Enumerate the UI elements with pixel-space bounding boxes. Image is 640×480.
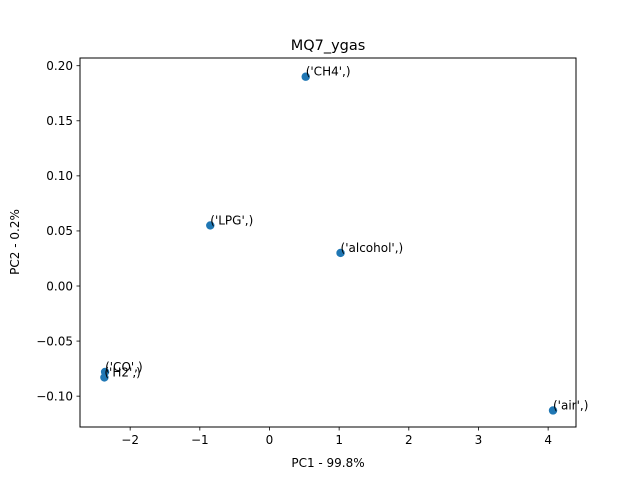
x-tick-label: 0 (266, 433, 274, 447)
data-point-label: ('alcohol',) (341, 241, 404, 255)
data-point (548, 406, 558, 415)
y-axis-ticks: −0.10 −0.05 0.00 0.05 0.10 0.15 0.20 (36, 59, 80, 403)
data-point (100, 373, 109, 382)
plot-area-frame (79, 57, 577, 428)
data-point-label: ('air',) (553, 398, 588, 412)
data-point-label: ('H2',) (104, 365, 140, 379)
y-tick-label: 0.05 (46, 224, 73, 238)
y-tick-label: −0.10 (36, 389, 73, 403)
y-tick-label: 0.00 (46, 279, 73, 293)
y-tick-label: −0.05 (36, 334, 73, 348)
data-point (206, 221, 215, 230)
x-tick-label: −2 (121, 433, 139, 447)
y-tick-label: 0.15 (46, 114, 73, 128)
chart-title: MQ7_ygas (291, 38, 366, 54)
x-tick-label: 2 (405, 433, 413, 447)
x-tick-label: 1 (335, 433, 343, 447)
data-points: ('CH4',) ('LPG',) ('alcohol',) ('CO',)('H2'… (100, 65, 588, 415)
y-tick-label: 0.10 (46, 169, 73, 183)
data-point (301, 72, 310, 81)
data-point (336, 248, 345, 258)
x-axis-label: PC1 - 99.8% (291, 456, 364, 470)
data-point-label: ('CH4',) (306, 65, 351, 79)
x-tick-label: 4 (544, 433, 552, 447)
x-axis-ticks: −2 −1 0 1 2 3 4 (121, 427, 552, 447)
data-point-label: ('CO',) (105, 360, 143, 374)
x-tick-label: 3 (475, 433, 483, 447)
x-tick-label: −1 (191, 433, 209, 447)
y-tick-label: 0.20 (46, 59, 73, 73)
y-axis-label: PC2 - 0.2% (8, 209, 22, 275)
data-point-label: ('LPG',) (210, 213, 253, 227)
